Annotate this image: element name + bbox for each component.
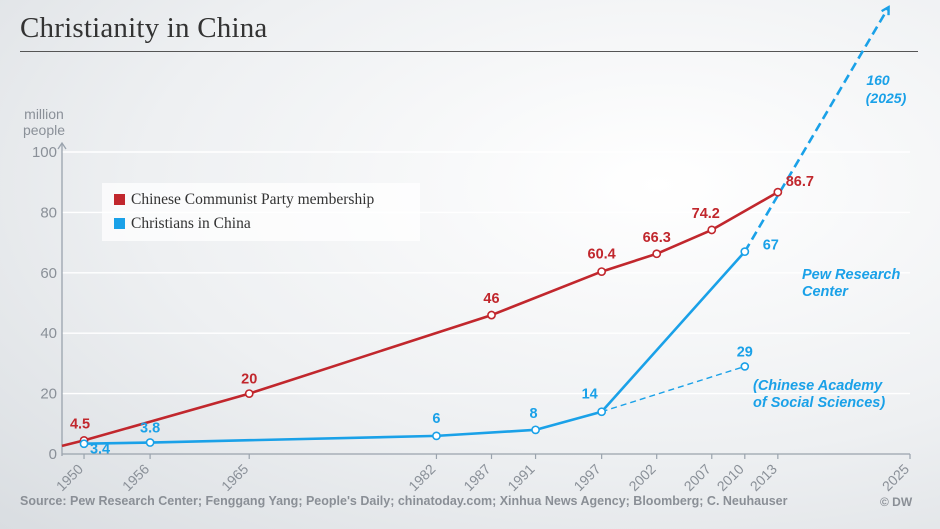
x-tick-label: 1987 [460, 461, 493, 494]
data-point [597, 267, 607, 276]
title-divider [20, 51, 918, 52]
data-label: 74.2 [692, 206, 720, 222]
chart-legend: Chinese Communist Party membership Chris… [102, 183, 420, 241]
y-tick-label: 60 [40, 265, 57, 282]
data-label: 14 [582, 387, 598, 403]
x-tick-label: 1997 [570, 461, 603, 494]
projection-year-label: (2025) [866, 90, 907, 106]
credit-note: © DW [880, 495, 913, 509]
projection-line-cass [601, 365, 746, 413]
data-point [652, 249, 662, 259]
data-point [773, 187, 783, 197]
y-tick-label: 100 [32, 144, 57, 161]
data-label: 6 [432, 411, 440, 427]
data-label: 8 [530, 406, 538, 422]
y-axis-label: people [23, 122, 65, 138]
party-membership-line [61, 191, 779, 448]
data-point [740, 362, 750, 371]
data-label: 66.3 [643, 230, 671, 246]
y-tick-label: 0 [49, 446, 57, 463]
data-label: 4.5 [70, 416, 90, 432]
data-point [597, 407, 607, 417]
data-point [79, 439, 89, 449]
projection-line-pew [743, 8, 888, 253]
projection-value-label: 29 [737, 344, 753, 360]
legend-item-christians: Christians in China [114, 215, 251, 235]
data-point [531, 425, 540, 435]
y-tick-label: 80 [40, 204, 57, 221]
data-label: 86.7 [786, 174, 814, 190]
x-tick-label: 2007 [681, 461, 714, 494]
christians-line [84, 250, 746, 446]
x-tick-label: 2002 [625, 461, 658, 494]
x-tick-label: 2025 [879, 461, 912, 494]
data-label: 20 [241, 372, 257, 388]
data-label: 3.4 [90, 442, 110, 458]
y-axis-label: million [24, 106, 64, 122]
x-tick-label: 1965 [218, 461, 251, 494]
data-point [487, 310, 496, 320]
x-tick-label: 1956 [119, 461, 152, 494]
y-axis-arrow [57, 141, 67, 150]
projection-source-label: Center [802, 284, 849, 300]
page-title: Christianity in China [20, 12, 268, 44]
source-note: Source: Pew Research Center; Fenggang Ya… [20, 494, 788, 508]
legend-label-christians: Christians in China [131, 215, 251, 232]
projection-source-label: (Chinese Academy [753, 378, 883, 394]
data-point [244, 389, 254, 398]
data-point [145, 438, 155, 447]
legend-swatch-party [114, 194, 125, 205]
data-point [707, 225, 717, 235]
data-point [432, 431, 441, 441]
data-label: 46 [483, 291, 499, 307]
projection-value-label: 160 [866, 72, 890, 88]
data-label: 60.4 [588, 247, 616, 263]
legend-swatch-christians [114, 218, 125, 229]
x-tick-label: 1950 [53, 461, 86, 494]
x-tick-label: 2013 [747, 461, 780, 494]
legend-item-party: Chinese Communist Party membership [114, 191, 374, 211]
data-point [740, 247, 750, 257]
data-label: 67 [763, 238, 779, 254]
y-tick-label: 20 [40, 386, 57, 403]
projection-source-label: Pew Research [802, 267, 900, 283]
x-tick-label: 2010 [714, 461, 747, 494]
projection-source-label: of Social Sciences) [753, 395, 885, 411]
x-tick-label: 1982 [405, 461, 438, 494]
legend-label-party: Chinese Communist Party membership [131, 191, 375, 208]
data-label: 3.8 [140, 421, 160, 437]
x-tick-label: 1991 [504, 461, 537, 494]
y-tick-label: 40 [40, 325, 57, 342]
